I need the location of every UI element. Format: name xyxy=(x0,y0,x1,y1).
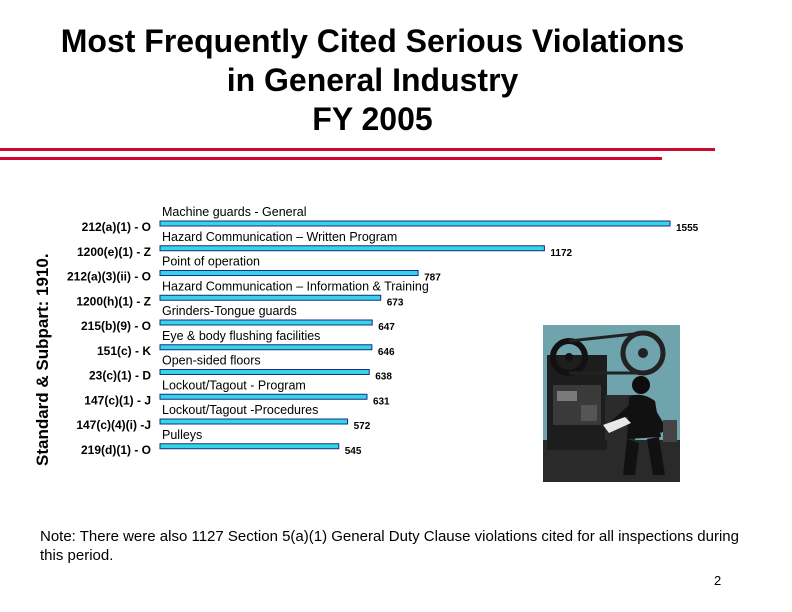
category-label: 1200(h)(1) - Z xyxy=(76,294,151,308)
category-label: 215(b)(9) - O xyxy=(81,319,151,333)
data-label: 638 xyxy=(375,372,392,383)
category-label: 147(c)(1) - J xyxy=(84,393,151,407)
bar xyxy=(159,418,349,425)
slide-title: Most Frequently Cited Serious Violations… xyxy=(0,22,745,139)
data-label: 1555 xyxy=(676,223,699,234)
category-label: 219(d)(1) - O xyxy=(81,443,151,457)
title-line-3: FY 2005 xyxy=(312,101,433,137)
bar xyxy=(159,245,545,252)
bar xyxy=(159,220,671,227)
bar-description-label: Hazard Communication – Information & Tra… xyxy=(162,279,429,293)
page-number: 2 xyxy=(714,573,722,588)
footnote: Note: There were also 1127 Section 5(a)(… xyxy=(40,528,739,564)
category-label: 23(c)(1) - D xyxy=(89,369,151,383)
data-label: 631 xyxy=(373,396,390,407)
category-label: 212(a)(3)(ii) - O xyxy=(67,270,151,284)
bar xyxy=(159,369,370,375)
title-line-1: Most Frequently Cited Serious Violations xyxy=(60,23,685,59)
bar-description-label: Open-sided floors xyxy=(162,354,261,368)
bar-description-label: Machine guards - General xyxy=(162,205,307,219)
bar-description-label: Hazard Communication – Written Program xyxy=(162,230,397,244)
bar-description-label: Point of operation xyxy=(162,255,260,269)
title-rule-top xyxy=(0,148,715,151)
bar xyxy=(159,393,368,400)
title-line-2: in General Industry xyxy=(226,62,519,98)
data-label: 572 xyxy=(354,421,371,432)
bar xyxy=(159,270,419,276)
category-label: 1200(e)(1) - Z xyxy=(77,245,151,259)
data-label: 787 xyxy=(424,273,441,284)
data-label: 673 xyxy=(387,297,404,308)
bar xyxy=(159,294,382,301)
data-label: 1172 xyxy=(550,248,572,259)
bar-description-label: Eye & body flushing facilities xyxy=(162,329,320,343)
category-label: 147(c)(4)(i) -J xyxy=(76,418,151,432)
data-label: 647 xyxy=(378,322,395,333)
bar-description-label: Lockout/Tagout - Program xyxy=(162,378,306,392)
bar-description-label: Pulleys xyxy=(162,428,202,442)
bar xyxy=(159,319,373,326)
bar xyxy=(159,344,373,351)
title-rule-bottom xyxy=(0,157,662,160)
bar xyxy=(159,443,340,450)
bar-description-label: Grinders-Tongue guards xyxy=(162,304,297,318)
category-label: 151(c) - K xyxy=(97,344,151,358)
data-label: 545 xyxy=(345,446,362,457)
factory-worker-machine-clipart-icon xyxy=(543,325,680,482)
data-label: 646 xyxy=(378,347,395,358)
category-label: 212(a)(1) - O xyxy=(82,220,151,234)
bar-description-label: Lockout/Tagout -Procedures xyxy=(162,403,318,417)
